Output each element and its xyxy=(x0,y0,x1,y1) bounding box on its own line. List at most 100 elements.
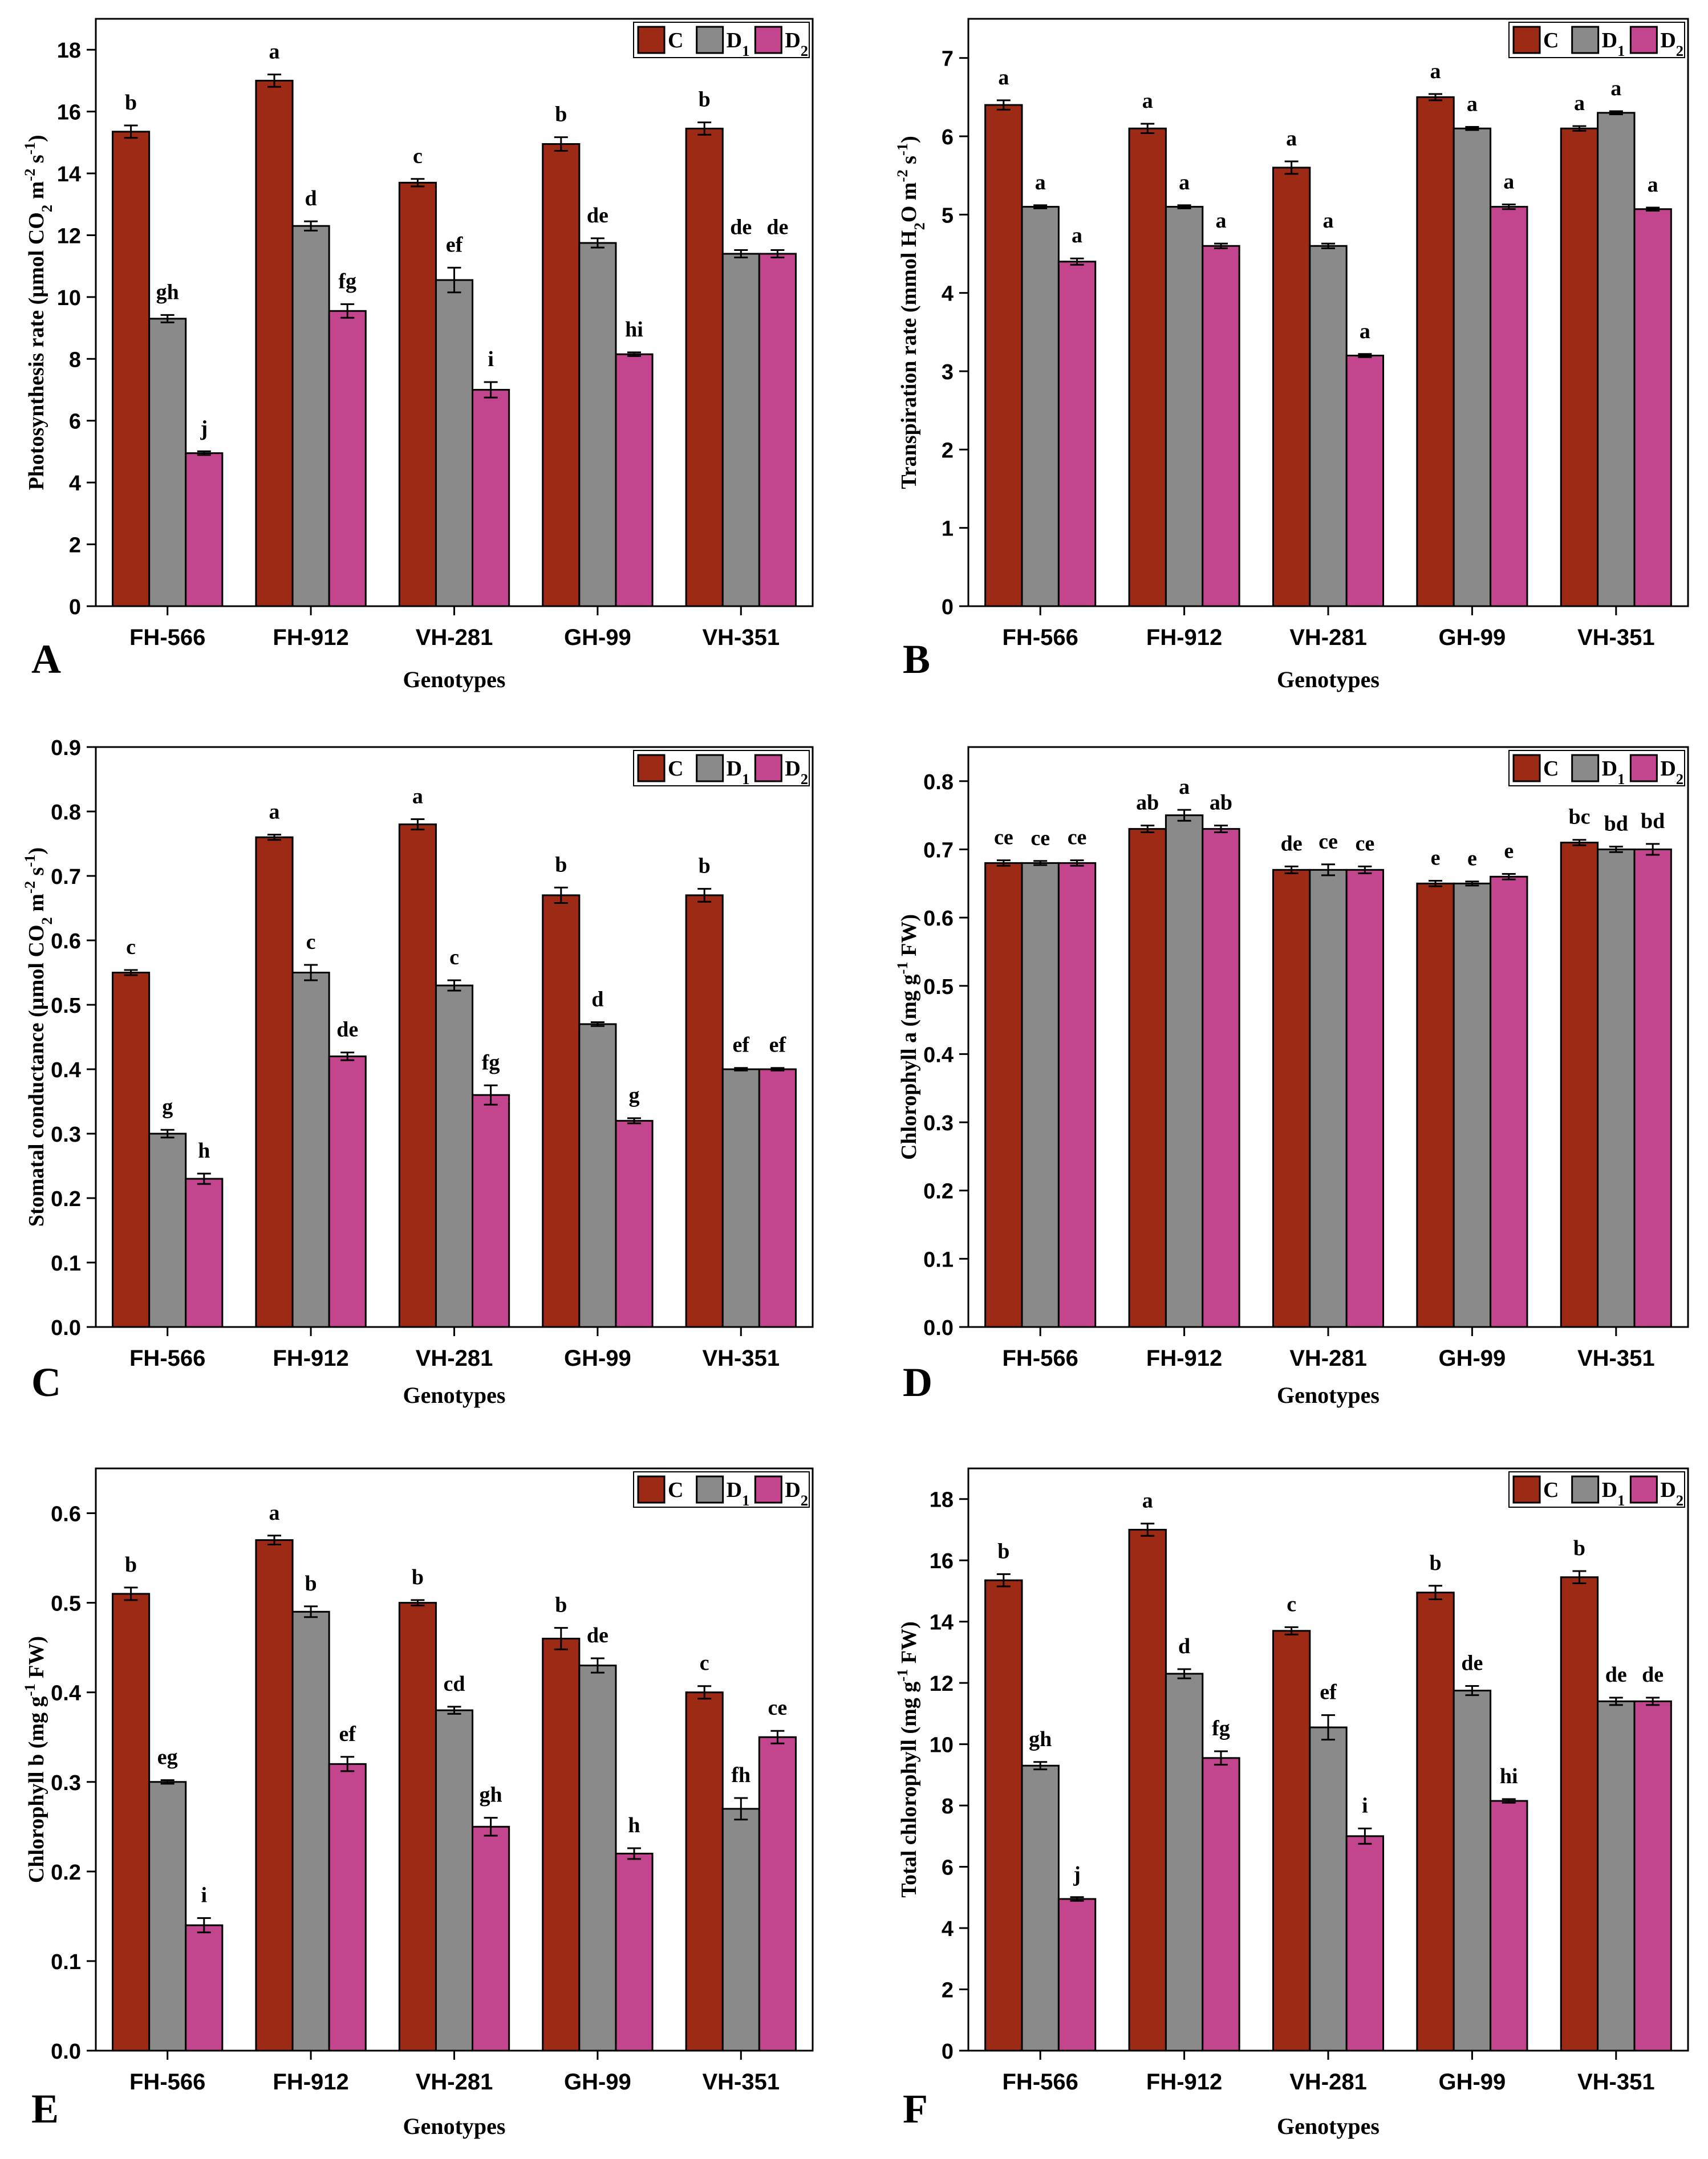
y-tick-label: 0.6 xyxy=(51,1503,81,1527)
y-tick-label: 8 xyxy=(942,1795,954,1819)
y-tick-label: 0.3 xyxy=(923,1111,954,1135)
legend-label-d2: D2 xyxy=(785,757,808,788)
significance-label: e xyxy=(1504,839,1514,863)
bar-d1 xyxy=(1165,1673,1204,2052)
significance-label: de xyxy=(730,215,752,239)
y-tick-label: 0.4 xyxy=(51,1682,81,1706)
bar-d1 xyxy=(291,972,330,1328)
bar-d2 xyxy=(1202,1757,1240,2052)
significance-label: ef xyxy=(733,1033,750,1057)
bar-c xyxy=(1416,1592,1455,2052)
significance-label: h xyxy=(198,1139,210,1163)
bar-d1 xyxy=(148,1781,187,2052)
legend-swatch-d2 xyxy=(1629,1475,1658,1504)
bar-c xyxy=(542,1637,581,2052)
y-tick-label: 16 xyxy=(930,1549,954,1573)
significance-label: fh xyxy=(731,1763,750,1787)
chart-panel-c: 0.0 0.1 0.2 0.3 0.4 0.5 0.6 0.7 0.8 0.9 FH-566 c g h F… xyxy=(21,736,814,1408)
bar-c xyxy=(398,823,437,1328)
significance-label: a xyxy=(1179,775,1190,799)
bar-d2 xyxy=(472,1825,510,2052)
significance-label: ce xyxy=(768,1696,788,1720)
bar-d1 xyxy=(1597,848,1636,1328)
bar-d1 xyxy=(291,225,330,607)
bar-d2 xyxy=(1633,208,1672,607)
significance-label: c xyxy=(449,945,459,969)
y-tick-label: 0.4 xyxy=(923,1043,954,1067)
y-tick-label: 6 xyxy=(942,125,954,149)
legend: C D1 D2 xyxy=(1508,1471,1685,1509)
significance-label: ef xyxy=(446,233,464,257)
y-axis-title: Total chlorophyll (mg g-1 FW) xyxy=(894,1621,921,1898)
bar-d2 xyxy=(615,1119,654,1328)
panel-letter-b: B xyxy=(903,636,930,682)
significance-label: g xyxy=(629,1083,640,1107)
y-tick-label: 0 xyxy=(942,595,954,619)
legend-swatch-c xyxy=(1512,1475,1541,1504)
bar-d2 xyxy=(615,353,654,607)
significance-label: de xyxy=(587,1624,608,1647)
significance-label: ce xyxy=(1355,831,1374,855)
y-tick-label: 0.5 xyxy=(923,975,954,999)
category-label-gh-99: GH-99 xyxy=(564,2069,631,2095)
bar-d1 xyxy=(435,279,474,607)
category-label-fh-566: FH-566 xyxy=(129,1346,205,1371)
bar-d1 xyxy=(435,984,474,1328)
significance-label: bd xyxy=(1604,812,1628,836)
y-tick-label: 18 xyxy=(57,39,81,63)
bar-d2 xyxy=(1633,1700,1672,2052)
legend-label-d1: D1 xyxy=(1602,757,1625,788)
significance-label: a xyxy=(1574,91,1585,115)
bar-d1 xyxy=(1453,127,1492,607)
bar-d2 xyxy=(185,1924,224,2052)
y-axis-title: Chlorophyll b (mg g-1 FW) xyxy=(21,1636,48,1883)
significance-label: c xyxy=(126,935,136,959)
significance-label: b xyxy=(412,1565,424,1589)
significance-label: b xyxy=(555,103,567,127)
y-tick-label: 0.4 xyxy=(51,1058,81,1082)
y-axis-title: Stomatal conductance (µmol CO2 m-2 s-1) xyxy=(21,847,55,1227)
category-label-vh-281: VH-281 xyxy=(1289,1346,1367,1371)
y-tick-label: 0.8 xyxy=(923,770,954,794)
significance-label: cd xyxy=(444,1672,465,1696)
x-axis-title: Genotypes xyxy=(1277,1382,1380,1408)
significance-label: de xyxy=(587,204,608,228)
y-tick-label: 0.1 xyxy=(51,1252,81,1276)
legend-label-c: C xyxy=(668,29,683,52)
bar-c xyxy=(984,104,1023,607)
y-tick-label: 10 xyxy=(930,1734,954,1758)
panel-letter-a: A xyxy=(31,636,61,682)
y-tick-label: 2 xyxy=(942,439,954,462)
bar-c xyxy=(1416,96,1455,607)
bar-d2 xyxy=(1057,261,1097,607)
bar-d1 xyxy=(1021,862,1060,1328)
category-label-fh-912: FH-912 xyxy=(273,2069,348,2095)
bar-c xyxy=(1272,167,1311,607)
significance-label: a xyxy=(269,1501,279,1525)
y-axis-title: Chlorophyll a (mg g-1 FW) xyxy=(894,914,921,1160)
significance-label: d xyxy=(591,988,603,1012)
y-axis-title: Transpiration rate (mmol H2O m-2 s-1) xyxy=(894,136,928,489)
y-tick-label: 0.6 xyxy=(923,907,954,931)
significance-label: g xyxy=(162,1095,173,1119)
x-axis-title: Genotypes xyxy=(403,1382,506,1408)
significance-label: ab xyxy=(1210,791,1232,815)
bar-d1 xyxy=(1309,869,1348,1328)
significance-label: ce xyxy=(1031,826,1050,850)
category-label-vh-281: VH-281 xyxy=(1289,625,1367,650)
bar-d1 xyxy=(721,1808,760,2052)
bar-d1 xyxy=(721,253,760,607)
bar-c xyxy=(1272,869,1311,1328)
significance-label: de xyxy=(766,215,788,239)
y-tick-label: 2 xyxy=(69,534,81,558)
legend-swatch-c xyxy=(637,26,666,54)
y-tick-label: 0.3 xyxy=(51,1123,81,1147)
significance-label: ef xyxy=(1320,1681,1337,1705)
significance-label: de xyxy=(1281,831,1303,855)
y-tick-label: 8 xyxy=(69,348,81,372)
bar-d1 xyxy=(1453,1690,1492,2052)
category-label-gh-99: GH-99 xyxy=(564,625,631,650)
y-tick-label: 0.2 xyxy=(923,1180,954,1204)
bar-c xyxy=(1560,1576,1599,2052)
legend: C D1 D2 xyxy=(1508,22,1685,59)
